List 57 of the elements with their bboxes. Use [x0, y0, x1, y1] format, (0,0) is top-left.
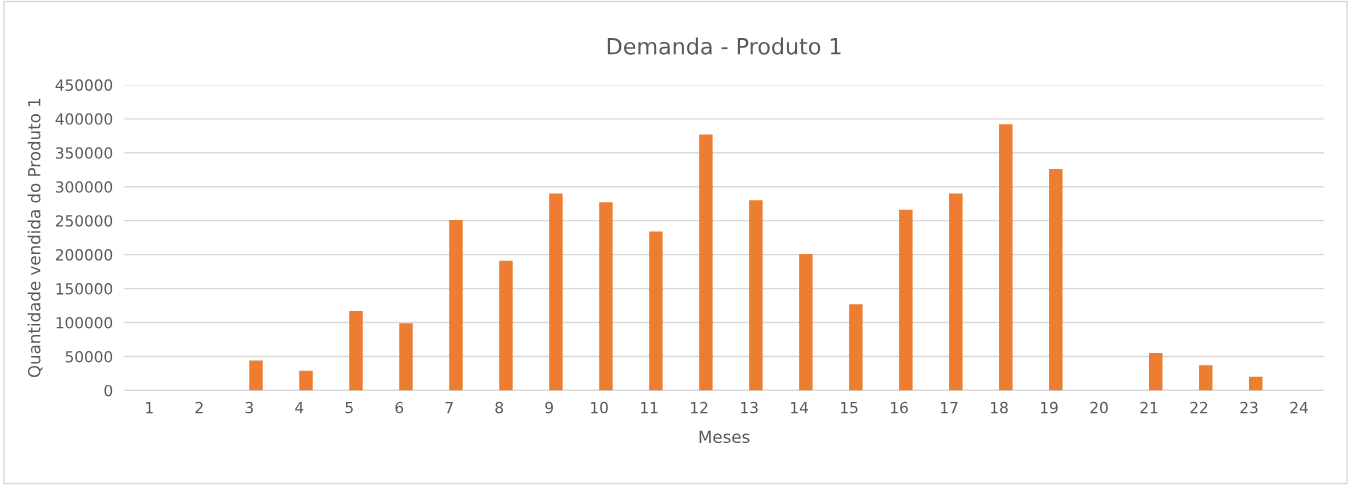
y-tick-label: 450000	[55, 79, 113, 91]
x-tick-label: 20	[1090, 401, 1108, 414]
y-tick-label: 400000	[55, 113, 113, 125]
y-axis-title: Quantidade vendida do Produto 1	[27, 98, 43, 378]
bar	[799, 253, 813, 391]
bar	[749, 200, 763, 391]
bar	[299, 370, 313, 391]
x-axis-title: Meses	[699, 430, 750, 444]
x-tick-label: 10	[591, 401, 608, 414]
bar	[1049, 169, 1063, 391]
y-tick-label: 250000	[55, 215, 113, 227]
x-tick-label: 12	[691, 401, 708, 414]
bar	[449, 220, 463, 391]
y-tick-label: 150000	[56, 283, 113, 295]
bar	[499, 260, 513, 391]
y-tick-label: 0	[104, 384, 113, 397]
chart-title: Demanda - Produto 1	[607, 37, 841, 55]
x-tick-label: 8	[495, 401, 504, 414]
y-tick-label: 50000	[65, 350, 113, 363]
x-tick-label: 6	[395, 401, 404, 414]
x-tick-label: 13	[741, 401, 758, 414]
bar	[1149, 353, 1163, 391]
x-tick-label: 19	[1041, 401, 1058, 414]
y-tick-label: 100000	[56, 316, 113, 329]
bar	[949, 193, 963, 391]
bar	[399, 323, 413, 391]
x-tick-label: 17	[941, 402, 958, 414]
bar	[349, 310, 363, 391]
bar	[1199, 365, 1213, 391]
x-tick-label: 9	[545, 401, 553, 414]
x-tick-label: 4	[295, 402, 304, 414]
x-tick-label: 24	[1290, 401, 1308, 414]
x-tick-label: 3	[245, 401, 253, 414]
x-tick-label: 16	[891, 401, 908, 414]
bar	[999, 124, 1013, 391]
x-tick-label: 7	[445, 402, 453, 414]
bar	[649, 231, 663, 391]
x-tick-label: 15	[841, 402, 858, 414]
bar	[899, 209, 913, 391]
x-tick-label: 18	[991, 401, 1008, 414]
bar	[1249, 376, 1263, 391]
x-tick-label: 11	[641, 402, 658, 414]
y-tick-label: 200000	[55, 249, 113, 261]
x-tick-label: 2	[195, 401, 203, 414]
x-tick-label: 21	[1140, 401, 1158, 414]
x-tick-label: 22	[1190, 401, 1208, 414]
y-tick-label: 350000	[56, 147, 113, 159]
y-tick-label: 300000	[56, 181, 113, 193]
bar	[249, 360, 263, 391]
bar	[849, 304, 863, 391]
bar	[549, 193, 563, 391]
x-tick-label: 23	[1240, 401, 1258, 414]
bar	[599, 202, 613, 391]
x-tick-label: 5	[345, 402, 353, 414]
x-tick-label: 1	[146, 402, 153, 414]
x-tick-label: 14	[791, 402, 808, 414]
bar	[699, 134, 713, 391]
